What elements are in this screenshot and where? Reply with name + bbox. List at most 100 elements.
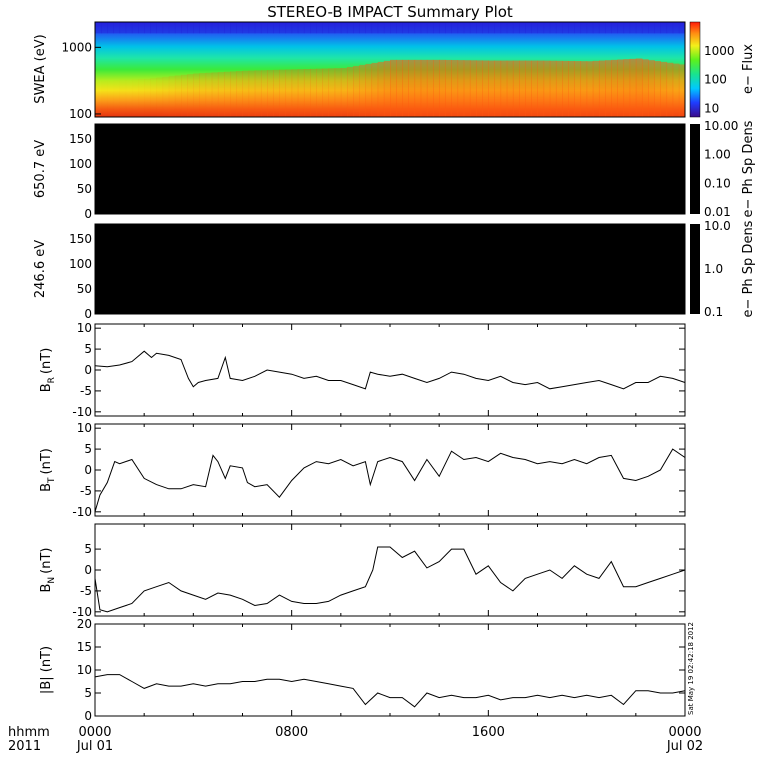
swea-high-energy-band <box>408 22 416 34</box>
pad650-colorbar-tick-label: 0.01 <box>704 205 731 219</box>
swea-intensity-column <box>377 61 385 117</box>
timestamp: Sat May 19 02:42:18 2012 <box>687 622 695 715</box>
bn-ytick-label: -10 <box>72 605 92 619</box>
bt-ytick-label: 0 <box>84 463 92 477</box>
bmag-y-ticks: 20 15 10 5 0 <box>77 617 686 723</box>
swea-intensity-column <box>433 59 440 117</box>
pad650-y-ticks: 150 100 50 0 <box>69 132 92 221</box>
swea-intensity-column <box>334 68 342 117</box>
swea-high-energy-band <box>273 22 280 34</box>
swea-intensity-column <box>346 66 354 117</box>
swea-intensity-column <box>340 68 348 117</box>
swea-high-energy-band <box>592 22 600 34</box>
bt-y-ticks: 10 5 0 -5 -10 <box>72 421 686 519</box>
bn-ytick-label: 5 <box>84 542 92 556</box>
swea-high-energy-band <box>316 22 323 34</box>
swea-high-energy-band <box>512 22 520 34</box>
swea-intensity-column <box>254 70 262 117</box>
swea-intensity-column <box>322 68 330 117</box>
bmag-panel: 20 15 10 5 0 |B| (nT) Sat May 19 02:42:18 20… <box>39 617 695 723</box>
swea-intensity-column <box>138 79 145 117</box>
swea-intensity-column <box>224 71 231 117</box>
swea-intensity-column <box>199 73 207 117</box>
swea-high-energy-band <box>678 22 685 34</box>
x-tick-time-label: 0000 <box>78 725 111 740</box>
bn-frame <box>94 523 686 617</box>
swea-y-label: SWEA (eV) <box>33 34 48 103</box>
swea-intensity-column <box>162 76 170 117</box>
pad650-colorbar <box>690 124 700 214</box>
swea-panel: 1000 100 SWEA (eV) 1000 100 10 e− Flux <box>33 21 756 121</box>
swea-high-energy-band <box>525 22 532 34</box>
swea-high-energy-band <box>248 22 256 34</box>
pad246-ytick-label: 50 <box>77 282 92 296</box>
swea-high-energy-band <box>340 22 348 34</box>
bn-panel: 5 0 -5 -10 BN(nT) <box>39 523 686 619</box>
swea-high-energy-band <box>346 22 354 34</box>
swea-intensity-column <box>654 61 661 117</box>
swea-y-ticks: 1000 100 <box>61 40 101 121</box>
x-tick-time-label: 1600 <box>472 725 505 740</box>
bt-ytick-label: -5 <box>80 484 92 498</box>
br-ytick-label: -10 <box>72 405 92 419</box>
swea-intensity-column <box>598 60 606 117</box>
swea-high-energy-band <box>279 22 287 34</box>
swea-intensity-column <box>390 59 397 117</box>
swea-intensity-column <box>181 74 188 117</box>
pad246-colorbar-tick-label: 0.1 <box>704 305 723 319</box>
pad650-heatmap <box>95 124 685 214</box>
bmag-ytick-label: 10 <box>77 663 92 677</box>
swea-high-energy-band <box>174 22 182 34</box>
swea-intensity-column <box>648 60 655 117</box>
swea-intensity-column <box>660 61 668 117</box>
swea-high-energy-band <box>531 22 538 34</box>
swea-high-energy-band <box>95 22 102 34</box>
swea-intensity-column <box>635 58 643 117</box>
br-ytick-label: 5 <box>84 342 92 356</box>
swea-intensity-column <box>291 69 299 117</box>
swea-high-energy-band <box>580 22 588 34</box>
swea-high-energy-band <box>617 22 625 34</box>
swea-high-energy-band <box>537 22 545 34</box>
swea-high-energy-band <box>211 22 219 34</box>
br-panel: 10 5 0 -5 -10 BR(nT) <box>39 321 686 419</box>
swea-intensity-column <box>629 58 637 117</box>
swea-high-energy-band <box>371 22 379 34</box>
swea-intensity-column <box>641 59 649 117</box>
swea-high-energy-band <box>119 22 127 34</box>
swea-high-energy-band <box>390 22 397 34</box>
swea-high-energy-band <box>463 22 471 34</box>
pad246-frame <box>94 223 686 315</box>
swea-intensity-column <box>217 72 225 117</box>
swea-high-energy-band <box>383 22 391 34</box>
swea-intensity-column <box>617 59 625 117</box>
swea-intensity-column <box>476 60 483 117</box>
swea-intensity-column <box>525 60 532 117</box>
swea-intensity-column <box>211 72 219 117</box>
swea-intensity-column <box>439 59 446 117</box>
swea-high-energy-band <box>254 22 262 34</box>
swea-high-energy-band <box>641 22 649 34</box>
br-ytick-label: 0 <box>84 363 92 377</box>
swea-high-energy-band <box>433 22 440 34</box>
bt-series-line <box>94 448 686 512</box>
swea-high-energy-band <box>439 22 446 34</box>
swea-intensity-column <box>267 70 274 117</box>
swea-intensity-column <box>586 61 594 117</box>
swea-high-energy-band <box>310 22 317 34</box>
swea-intensity-column <box>543 60 551 117</box>
swea-intensity-column <box>187 74 194 117</box>
bn-y-ticks: 5 0 -5 -10 <box>72 524 686 619</box>
swea-intensity-column <box>236 71 243 117</box>
bn-ytick-label: 0 <box>84 563 92 577</box>
bt-y-label: BT(nT) <box>39 448 57 492</box>
swea-high-energy-band <box>193 22 200 34</box>
swea-high-energy-band <box>402 22 409 34</box>
swea-high-energy-band <box>125 22 133 34</box>
swea-intensity-column <box>193 73 200 117</box>
swea-intensity-column <box>574 61 582 117</box>
swea-intensity-column <box>445 59 452 117</box>
swea-intensity-column <box>328 68 336 117</box>
pad650-ytick-label: 0 <box>84 207 92 221</box>
swea-intensity-column <box>260 70 268 117</box>
